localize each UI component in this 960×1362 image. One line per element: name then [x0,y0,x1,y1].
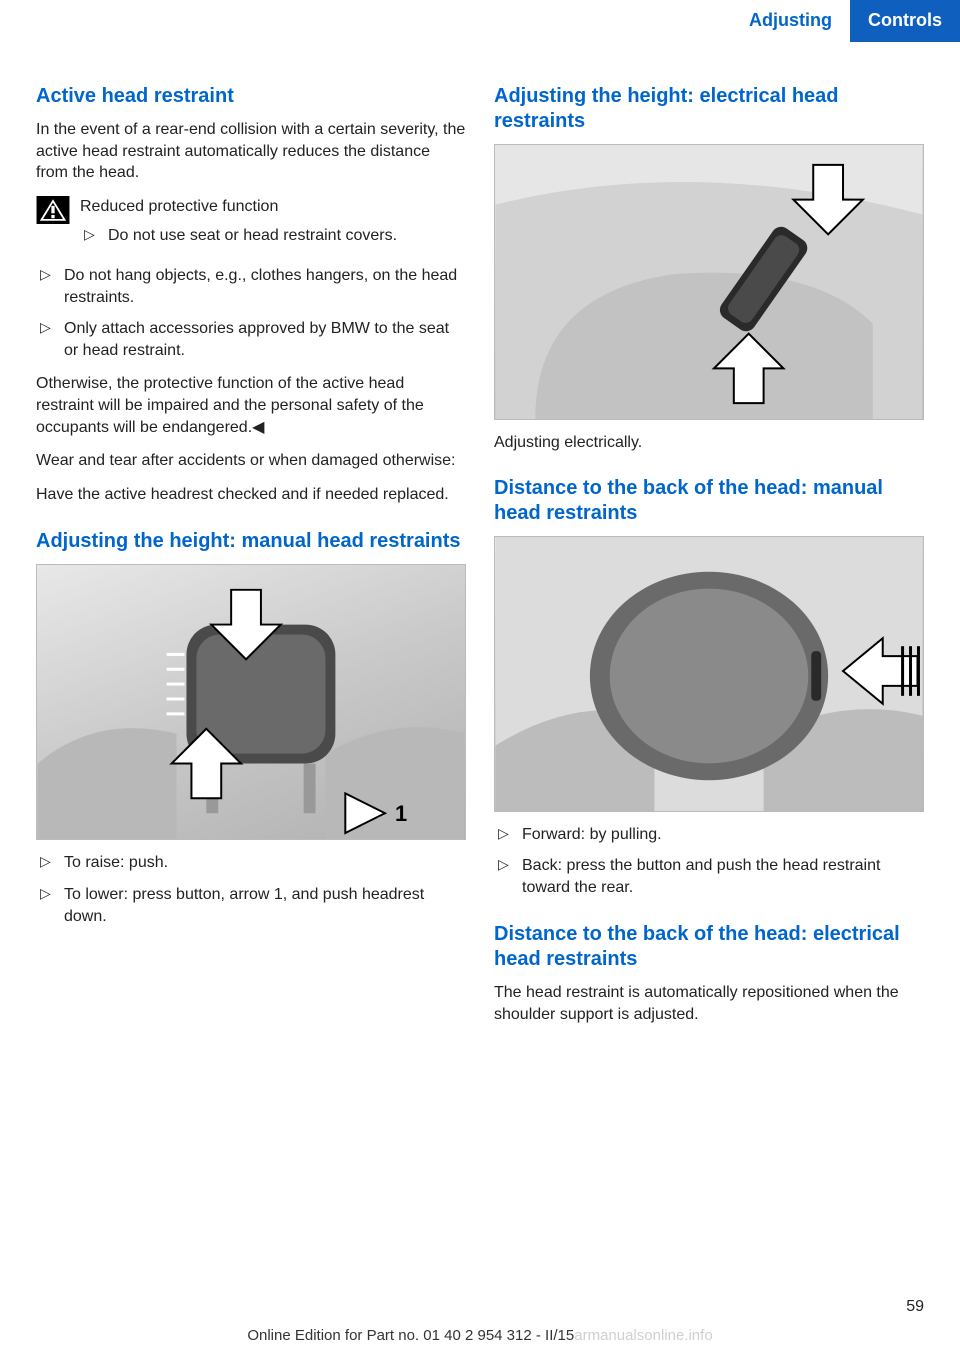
footer-edition: Online Edition for Part no. 01 40 2 954 … [247,1327,574,1344]
para-distance-electrical: The head restraint is automatically repo… [494,982,924,1025]
restriction-list: Do not hang objects, e.g., clothes hange… [36,265,466,361]
para-wear: Wear and tear after accidents or when da… [36,450,466,472]
warning-bullet-item: Do not use seat or head restraint covers… [80,225,466,247]
page-number: 59 [906,1298,924,1316]
list-item: To lower: press button, arrow 1, and pus… [36,884,466,927]
heading-active-head-restraint: Active head restraint [36,84,466,109]
distance-manual-list: Forward: by pulling. Back: press the but… [494,824,924,899]
figure-electrical-height [494,144,924,420]
warning-text: Reduced protective function Do not use s… [80,196,466,257]
warning-title: Reduced protective function [80,196,466,218]
figure-electrical-height-svg [495,145,923,419]
list-item: Do not hang objects, e.g., clothes hange… [36,265,466,308]
list-item: Forward: by pulling. [494,824,924,846]
heading-electrical-height: Adjusting the height: electrical head re… [494,84,924,134]
warning-icon [36,196,70,224]
para-intro: In the event of a rear-end collision wit… [36,119,466,184]
heading-distance-electrical: Distance to the back of the head: electr… [494,922,924,972]
page-header: Adjusting Controls [0,0,960,42]
header-tab-controls: Controls [850,0,960,42]
heading-manual-height: Adjusting the height: manual head restra… [36,529,466,554]
left-column: Active head restraint In the event of a … [36,84,466,1038]
svg-text:1: 1 [395,801,407,826]
heading-distance-manual: Distance to the back of the head: manual… [494,476,924,526]
list-item: To raise: push. [36,852,466,874]
list-item: Back: press the button and push the head… [494,855,924,898]
footer-watermark: armanualsonline.info [574,1327,712,1344]
para-check: Have the active headrest checked and if … [36,484,466,506]
figure-manual-height-svg: 1 [37,565,465,839]
figure-distance-manual-svg [495,537,923,811]
right-column: Adjusting the height: electrical head re… [494,84,924,1038]
figure-manual-height: 1 [36,564,466,840]
manual-height-list: To raise: push. To lower: press button, … [36,852,466,927]
warning-bullet-list: Do not use seat or head restraint covers… [80,225,466,247]
header-tab-adjusting: Adjusting [731,0,850,42]
warning-block: Reduced protective function Do not use s… [36,196,466,257]
figure-distance-manual [494,536,924,812]
para-otherwise: Otherwise, the protective function of th… [36,373,466,438]
footer-line: Online Edition for Part no. 01 40 2 954 … [0,1327,960,1344]
page-content: Active head restraint In the event of a … [0,42,960,1038]
caption-electrical: Adjusting electrically. [494,432,924,454]
list-item: Only attach accessories approved by BMW … [36,318,466,361]
